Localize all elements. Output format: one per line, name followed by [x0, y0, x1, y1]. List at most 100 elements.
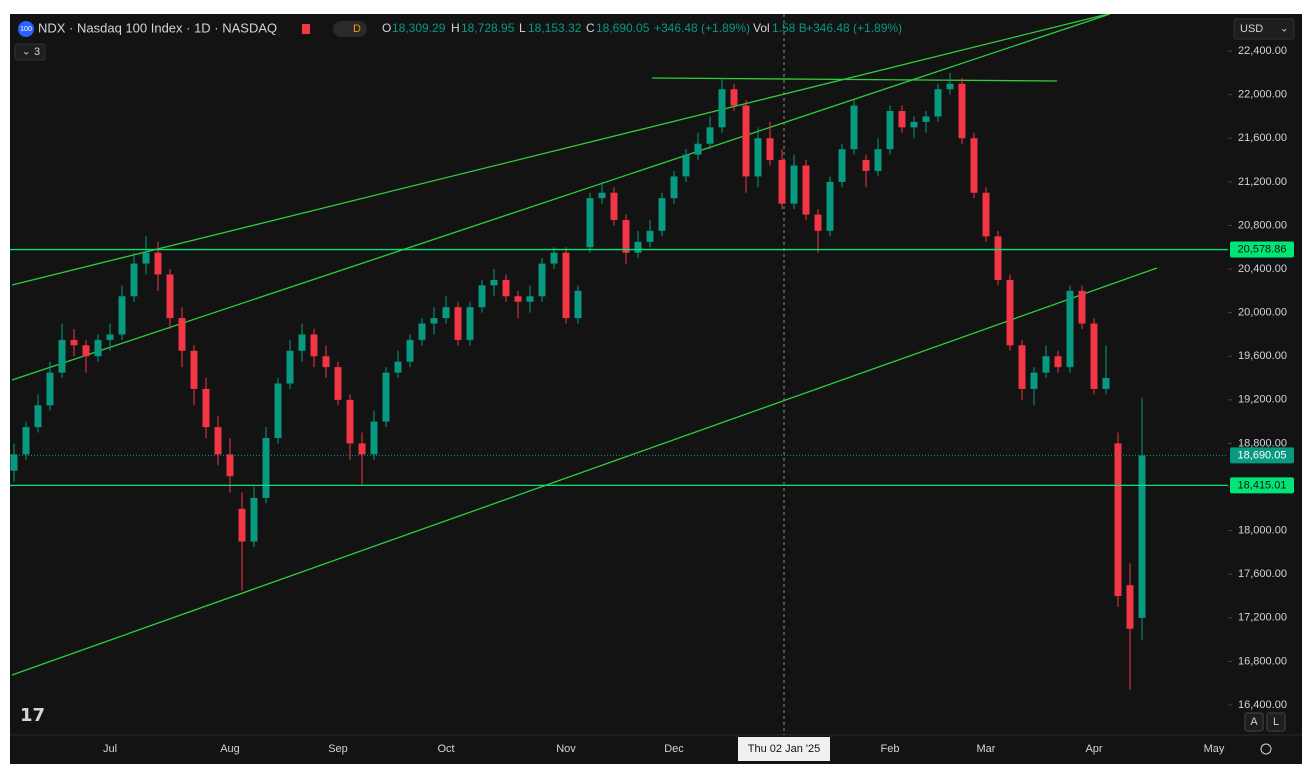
candle-body: [718, 89, 726, 128]
candle-body: [730, 89, 738, 106]
candle-body: [1006, 279, 1014, 346]
candle-body: [166, 274, 174, 319]
candle-body: [958, 83, 966, 139]
candle-body: [982, 192, 990, 237]
y-tick-label: 22,400.00: [1238, 45, 1287, 57]
candle-body: [34, 405, 42, 428]
candle-body: [586, 198, 594, 248]
candle-body: [910, 121, 918, 128]
candle-body: [802, 165, 810, 215]
candle-body: [550, 252, 558, 264]
indicators-toggle[interactable]: [14, 43, 46, 61]
candle-body: [250, 497, 258, 542]
candle-body: [622, 220, 630, 253]
candle-body: [682, 154, 690, 177]
candle-body: [754, 138, 762, 177]
background: [10, 14, 1302, 764]
candle-body: [202, 388, 210, 428]
candle-body: [1078, 290, 1086, 324]
candle-body: [10, 454, 18, 471]
y-tick-label: 16,400.00: [1238, 699, 1287, 711]
candle-body: [466, 307, 474, 340]
flag[interactable]: [302, 24, 310, 34]
symbol-title[interactable]: NDX · Nasdaq 100 Index · 1D · NASDAQ: [38, 20, 277, 35]
status-pill[interactable]: [333, 21, 367, 37]
candle-body: [694, 143, 702, 155]
candle-body: [58, 339, 66, 373]
candle-body: [406, 339, 414, 362]
ohlc-value: 18,309.29: [392, 21, 446, 35]
y-tick-label: 21,200.00: [1238, 176, 1287, 188]
candle-body: [274, 383, 282, 438]
candle-body: [358, 443, 366, 455]
candle-body: [178, 318, 186, 351]
price-label: 18,415.01: [1238, 479, 1287, 491]
candle-body: [742, 105, 750, 177]
currency: USD: [1240, 23, 1263, 35]
y-tick-label: 21,600.00: [1238, 132, 1287, 144]
candle-body: [382, 372, 390, 422]
candle-body: [154, 252, 162, 275]
candle-body: [142, 252, 150, 264]
candle-body: [790, 165, 798, 204]
candle-body: [130, 263, 138, 297]
candle-body: [322, 356, 330, 368]
candle-body: [1042, 356, 1050, 373]
indicator-count: 3: [34, 46, 40, 58]
trend-line: [11, 267, 1158, 676]
candle-body: [574, 290, 582, 319]
price-label-bg: [1230, 241, 1294, 258]
candle-body: [526, 296, 534, 302]
candle-body: [70, 339, 78, 346]
candle-body: [1090, 323, 1098, 389]
candle-body: [502, 279, 510, 297]
price-label: 20,578.86: [1238, 243, 1287, 255]
candle-body: [1030, 372, 1038, 389]
candle-body: [538, 263, 546, 297]
candle-body: [454, 307, 462, 340]
y-tick-label: 18,800.00: [1238, 437, 1287, 449]
candle-body: [1126, 585, 1134, 629]
volume: 1.58 B: [772, 21, 807, 35]
vol-label: Vol: [753, 21, 770, 35]
x-tick-label: Aug: [220, 743, 240, 755]
y-tick-label: 22,000.00: [1238, 89, 1287, 101]
candle-body: [418, 323, 426, 340]
auto-button[interactable]: [1244, 712, 1264, 732]
candle-body: [334, 367, 342, 400]
candle-body: [370, 421, 378, 455]
candle-body: [874, 149, 882, 171]
status-letter: D: [353, 23, 361, 35]
y-tick-label: 20,400.00: [1238, 263, 1287, 275]
ohlc-value: 18,728.95: [461, 21, 515, 35]
ohlc-label: C: [586, 21, 595, 35]
candle-body: [394, 361, 402, 373]
crosshair-label-bg: [738, 737, 830, 761]
candle-body: [226, 454, 234, 477]
candle-body: [1054, 356, 1062, 368]
candle-body: [46, 372, 54, 406]
candle-body: [598, 192, 606, 199]
candle-body: [310, 334, 318, 357]
trend-line: [651, 77, 1058, 82]
candle-body: [1114, 443, 1122, 597]
candle-body: [862, 160, 870, 171]
candle-body: [514, 296, 522, 302]
candle-body: [934, 89, 942, 117]
candle-body: [898, 111, 906, 128]
candle-body: [490, 279, 498, 286]
y-tick-label: 19,200.00: [1238, 394, 1287, 406]
candle-body: [850, 105, 858, 150]
ohlc-label: L: [519, 21, 526, 35]
candle-body: [826, 181, 834, 231]
candle-body: [1018, 345, 1026, 389]
x-tick-label: Dec: [664, 743, 684, 755]
log-button[interactable]: [1266, 712, 1286, 732]
settings-icon[interactable]: [1260, 743, 1272, 755]
currency-button[interactable]: [1233, 18, 1295, 40]
ohlc-label: O: [382, 21, 391, 35]
y-tick-label: 20,000.00: [1238, 307, 1287, 319]
candle-body: [118, 296, 126, 335]
